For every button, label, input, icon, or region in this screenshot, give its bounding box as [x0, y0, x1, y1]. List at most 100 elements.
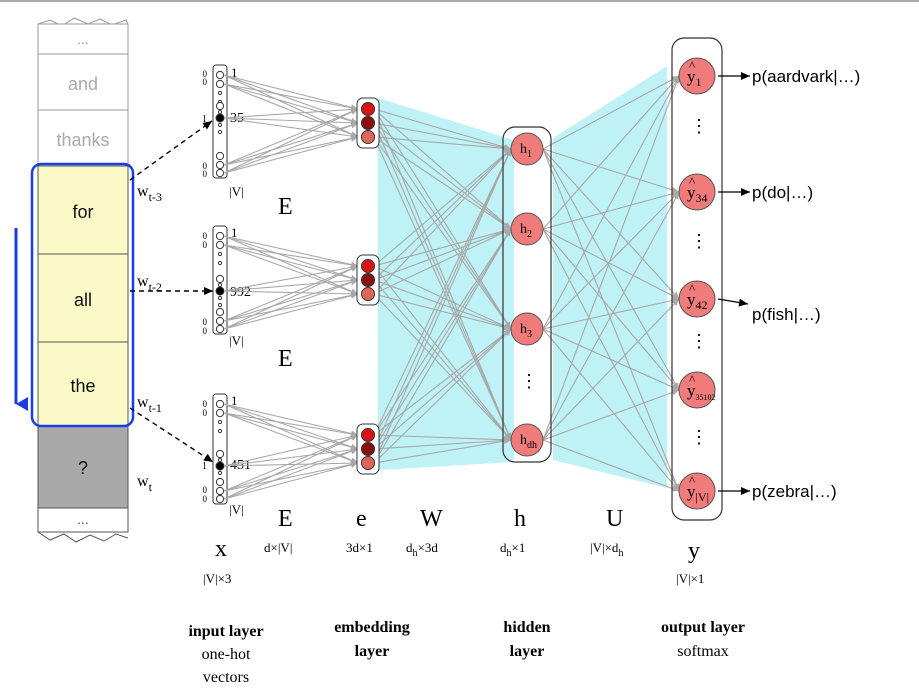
- onehot1-top-index: 1: [231, 65, 238, 80]
- onehot-cell: [217, 295, 223, 301]
- edge-onehot-embedding: [223, 235, 359, 268]
- edge-embedding-hidden: [373, 148, 512, 436]
- edge-hidden-output: [542, 148, 680, 300]
- onehot2-size: |V|: [229, 333, 244, 348]
- edge-hidden-output: [542, 75, 680, 441]
- edge-onehot-embedding: [223, 265, 359, 322]
- caption-hidden-title2: layer: [510, 643, 545, 660]
- dim-W: dh×3d: [406, 540, 438, 559]
- hidden-node-4: hdh: [510, 423, 544, 457]
- embedding-vectors: [356, 97, 380, 475]
- edge-embedding-hidden: [373, 265, 512, 441]
- embedding-matrix-label-3: E: [278, 506, 293, 532]
- embedding-vector-1: [356, 97, 380, 149]
- onehot-cell: [215, 408, 225, 418]
- output-hat-mark: ^: [689, 372, 695, 387]
- edge-onehot-embedding: [223, 122, 359, 166]
- edge-onehot-embedding: [223, 83, 359, 138]
- word-position-labels: wt-3 wt-2 wt-1 wt: [137, 183, 162, 494]
- caption-embedding-title: embedding: [334, 619, 410, 636]
- onehot-cell: [217, 122, 223, 128]
- edge-onehot-embedding: [223, 264, 359, 292]
- caption-output-sub1: softmax: [677, 643, 729, 660]
- onehot-cell: [215, 160, 225, 170]
- edge-hidden-output: [542, 148, 680, 492]
- embedding-unit: [361, 259, 375, 273]
- symbol-E-bottom: E: [281, 503, 296, 529]
- output-node-circle: [678, 57, 716, 95]
- edge-onehot-embedding: [223, 403, 359, 437]
- edge-onehot-embedding: [223, 244, 359, 268]
- edge-onehot-embedding: [223, 265, 359, 330]
- symbol-h: h: [514, 506, 526, 532]
- onehot-zero-label: 0: [203, 77, 208, 87]
- onehot-zero-label: 0: [203, 240, 208, 250]
- edge-embedding-hidden: [373, 328, 512, 436]
- edge-embedding-hidden: [373, 437, 512, 450]
- edge-onehot-embedding: [223, 460, 359, 467]
- onehot-cell: [215, 449, 225, 459]
- hidden-node-circle: [510, 312, 544, 346]
- tape-word-all: all: [74, 290, 92, 310]
- edge-onehot-embedding: [223, 83, 359, 124]
- edge-onehot-embedding: [223, 279, 359, 322]
- output-hat-mark: ^: [689, 58, 695, 73]
- output-hat-mark: ^: [689, 281, 695, 296]
- edge-embedding-hidden: [373, 122, 512, 230]
- onehot-cell: [215, 151, 225, 161]
- embedding-unit: [361, 273, 375, 287]
- onehot-cell: [217, 302, 223, 308]
- onehot-cell: [215, 494, 225, 504]
- symbol-W: W: [420, 506, 443, 532]
- onehot-zero-label: 0: [203, 231, 208, 241]
- edge-onehot-embedding: [223, 461, 359, 500]
- label-w-t-3: wt-3: [137, 183, 162, 204]
- edge-embedding-hidden: [373, 228, 512, 464]
- edge-embedding-hidden: [373, 122, 512, 151]
- edge-hidden-output: [542, 328, 680, 391]
- output-node-2: ^y34: [678, 173, 716, 211]
- edge-onehot-embedding: [223, 117, 359, 126]
- onehot2-top-index: 1: [231, 225, 238, 240]
- onehot-cell: [217, 260, 223, 266]
- arrow-the-to-onehot: [129, 407, 214, 463]
- edge-onehot-embedding: [223, 412, 359, 464]
- tape-cell-top: [37, 23, 129, 55]
- edge-onehot-embedding: [223, 292, 359, 322]
- dim-h: dh×1: [500, 540, 525, 559]
- caption-input-sub2: vectors: [203, 669, 249, 686]
- edge-embedding-hidden: [373, 148, 512, 267]
- u-weight-region: [553, 66, 667, 488]
- hidden-node-label: h3: [520, 322, 532, 340]
- onehot-zero-label: 0: [203, 399, 208, 409]
- onehot-cell: [215, 316, 225, 326]
- hidden-layer-nodes: h1 h2 h3 hdh: [510, 132, 544, 457]
- edge-embedding-hidden: [373, 228, 512, 450]
- edge-embedding-hidden: [373, 108, 512, 330]
- tape-top-ellipsis: ...: [77, 31, 89, 47]
- onehot-vectors: 1 35 1 |V| 1 992 |V| 1 451 1 |V| 0000000…: [202, 64, 251, 517]
- prob-fish: p(fish|…): [752, 305, 821, 324]
- edge-onehot-embedding: [223, 135, 359, 174]
- label-w-t-1: wt-1: [137, 394, 162, 415]
- onehot3-active-one: 1: [202, 461, 207, 472]
- edge-hidden-output: [542, 148, 680, 193]
- edge-onehot-embedding: [223, 235, 359, 281]
- hidden-layer-box: [502, 126, 552, 463]
- edge-onehot-embedding: [223, 433, 359, 467]
- edge-onehot-embedding: [223, 279, 359, 330]
- edge-onehot-embedding: [223, 108, 359, 174]
- edge-onehot-embedding: [223, 403, 359, 450]
- edge-onehot-embedding: [223, 412, 359, 451]
- onehot-cell: [215, 477, 225, 487]
- edge-embedding-hidden: [373, 265, 512, 330]
- hidden-node-2: h2: [510, 212, 544, 246]
- edge-hidden-output: [542, 228, 680, 300]
- edge-onehot-embedding: [223, 277, 359, 292]
- dim-e: 3d×1: [346, 540, 373, 555]
- edge-onehot-embedding: [223, 403, 359, 464]
- tape-bottom-ellipsis: ...: [77, 511, 89, 527]
- bottom-notation-row: x |V|×3 E d×|V| e 3d×1 W dh×3d h dh×1 U …: [203, 503, 704, 586]
